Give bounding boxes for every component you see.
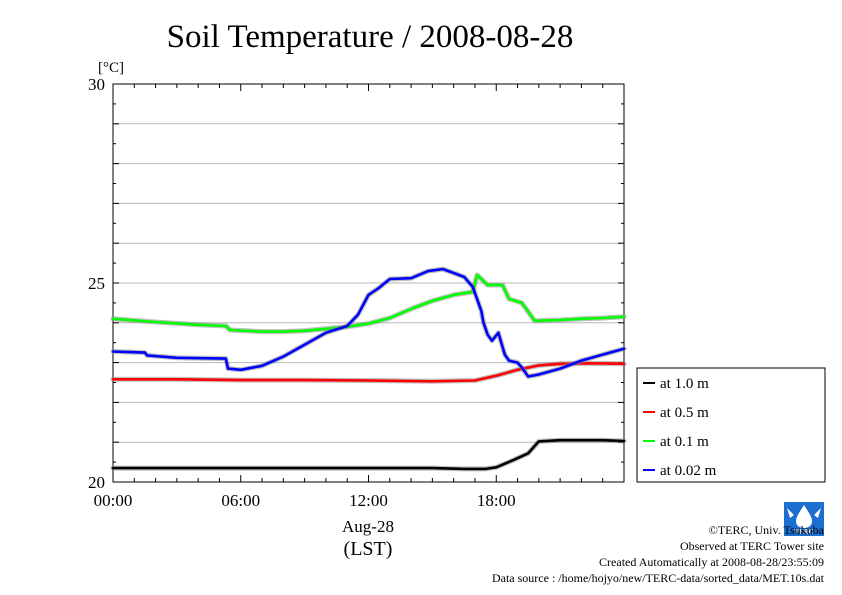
data-source-text: Data source : /home/hojyo/new/TERC-data/… xyxy=(491,571,824,585)
y-axis-unit: [°C] xyxy=(98,60,124,76)
legend-label-at-1-0-m: at 1.0 m xyxy=(660,376,709,392)
y-tick-label: 25 xyxy=(88,274,105,293)
legend: at 1.0 m at 0.5 m at 0.1 m at 0.02 m xyxy=(636,367,826,483)
series-line-at-1-0-m xyxy=(111,438,626,471)
observed-text: Observed at TERC Tower site xyxy=(679,539,824,553)
x-axis-date-label: Aug-28 xyxy=(342,517,394,536)
x-axis-tz-label: (LST) xyxy=(344,538,393,560)
tick-labels: 20 25 30 00:00 06:00 12:00 18:00 xyxy=(88,75,516,510)
series-lines xyxy=(110,266,627,472)
series-line-at-0-02-m xyxy=(111,267,626,378)
x-tick-label: 12:00 xyxy=(349,491,388,510)
legend-label-at-0-02-m: at 0.02 m xyxy=(660,463,717,479)
series-line-at-0-1-m xyxy=(111,273,626,333)
x-tick-label: 00:00 xyxy=(94,491,133,510)
created-text: Created Automatically at 2008-08-28/23:5… xyxy=(599,555,824,569)
copyright-text: ©TERC, Univ. Tsukuba xyxy=(708,523,824,537)
chart-title: Soil Temperature / 2008-08-28 xyxy=(167,19,574,55)
y-tick-label: 30 xyxy=(88,75,105,94)
terc-logo: TERC xyxy=(784,502,824,536)
x-tick-label: 06:00 xyxy=(221,491,260,510)
axis-ticks xyxy=(112,83,625,483)
legend-label-at-0-1-m: at 0.1 m xyxy=(660,434,709,450)
chart-footer: ©TERC, Univ. Tsukuba Observed at TERC To… xyxy=(404,522,824,586)
terc-logo-text: TERC xyxy=(794,528,813,536)
legend-box xyxy=(636,367,826,483)
y-tick-label: 20 xyxy=(88,473,105,492)
x-tick-label: 18:00 xyxy=(477,491,516,510)
legend-label-at-0-5-m: at 0.5 m xyxy=(660,405,709,421)
